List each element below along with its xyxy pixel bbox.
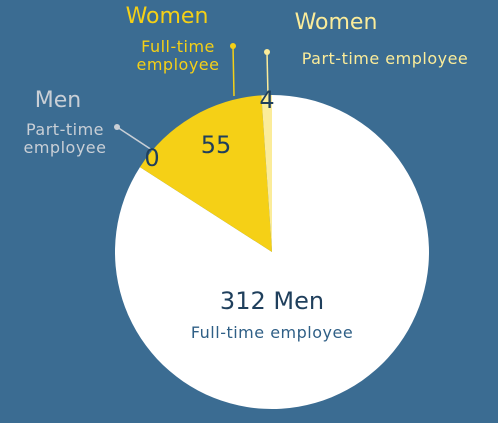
category-type: Full-time employee [136,37,220,75]
leader-line [266,51,269,97]
pie-slice [261,95,272,252]
value-label: 4 [259,86,275,114]
category-group: Men [34,88,82,113]
value-label-line: 312 Men [142,287,402,316]
pie-slice [114,95,429,410]
leader-dot [114,124,120,130]
leader-dot [230,43,236,49]
leader-line [116,126,153,151]
category-type: Part-time employee [23,120,107,158]
leader-line [232,45,235,97]
value-label: 55 [200,131,232,159]
category-group: Women [125,4,209,29]
category-type: Part-time employee [301,49,469,68]
category-type: Full-time employee [190,323,354,342]
leader-dot [264,49,270,55]
category-group: Men [273,287,325,315]
pie-slice [139,95,272,252]
category-group: Women [294,10,378,35]
value-label: 312 [219,287,266,315]
value-label: 0 [144,144,160,172]
